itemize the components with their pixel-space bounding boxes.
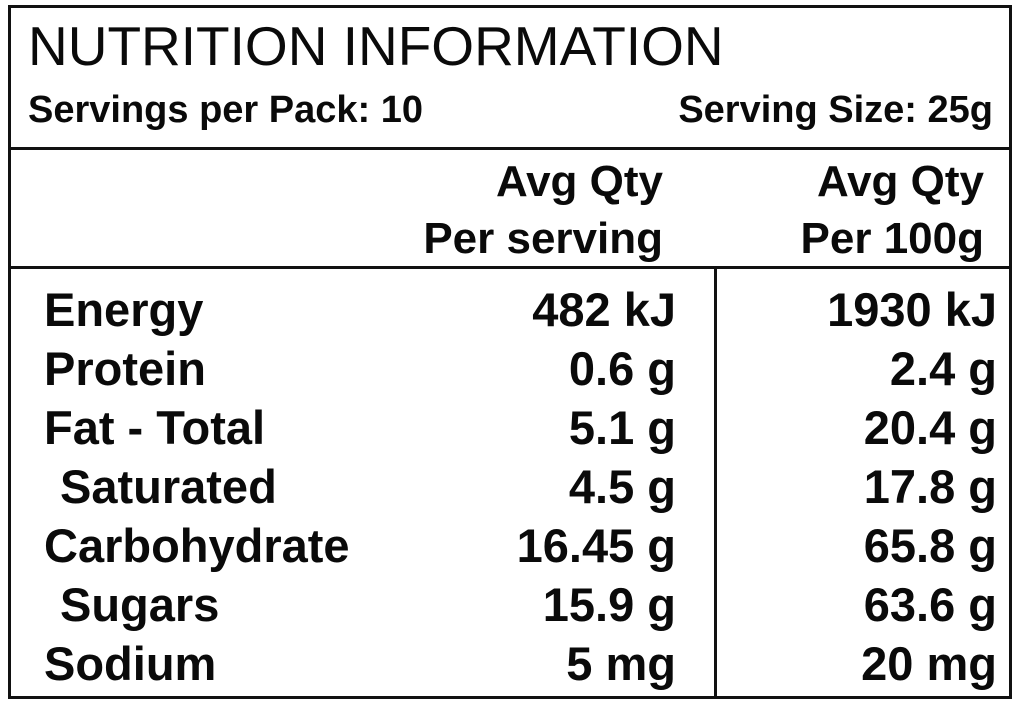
header-divider [11, 147, 1009, 150]
value-sugars-per-100g: 63.6 g [863, 578, 997, 631]
row-label-carbohydrate: Carbohydrate [44, 519, 350, 572]
value-saturated-per-serving: 4.5 g [568, 460, 676, 513]
value-fat-total-per-serving: 5.1 g [568, 401, 676, 454]
value-energy-per-serving: 482 kJ [532, 283, 676, 336]
panel-title: NUTRITION INFORMATION [28, 15, 724, 77]
value-fat-total-per-100g: 20.4 g [863, 401, 997, 454]
column-header-divider [11, 266, 1009, 269]
row-label-energy: Energy [44, 283, 204, 336]
value-sodium-per-serving: 5 mg [566, 637, 676, 690]
value-sodium-per-100g: 20 mg [861, 637, 997, 690]
value-carbohydrate-per-100g: 65.8 g [863, 519, 997, 572]
col-per-100g-header-line2: Per 100g [800, 214, 984, 263]
servings-per-pack: Servings per Pack: 10 [28, 89, 423, 131]
row-label-fat-total: Fat - Total [44, 401, 266, 454]
col-per-serving-header-line2: Per serving [423, 214, 663, 263]
value-saturated-per-100g: 17.8 g [863, 460, 997, 513]
row-label-sodium: Sodium [44, 637, 217, 690]
value-sugars-per-serving: 15.9 g [542, 578, 676, 631]
column-divider [714, 266, 717, 696]
serving-size: Serving Size: 25g [678, 89, 993, 131]
value-carbohydrate-per-serving: 16.45 g [516, 519, 676, 572]
col-per-serving-header-line1: Avg Qty [495, 157, 663, 206]
nutrition-panel: NUTRITION INFORMATION Servings per Pack:… [8, 5, 1012, 699]
row-label-sugars: Sugars [60, 578, 220, 631]
value-protein-per-serving: 0.6 g [568, 342, 676, 395]
value-protein-per-100g: 2.4 g [889, 342, 997, 395]
col-per-100g-header-line1: Avg Qty [816, 157, 984, 206]
row-label-protein: Protein [44, 342, 206, 395]
row-label-saturated: Saturated [60, 460, 277, 513]
value-energy-per-100g: 1930 kJ [827, 283, 997, 336]
